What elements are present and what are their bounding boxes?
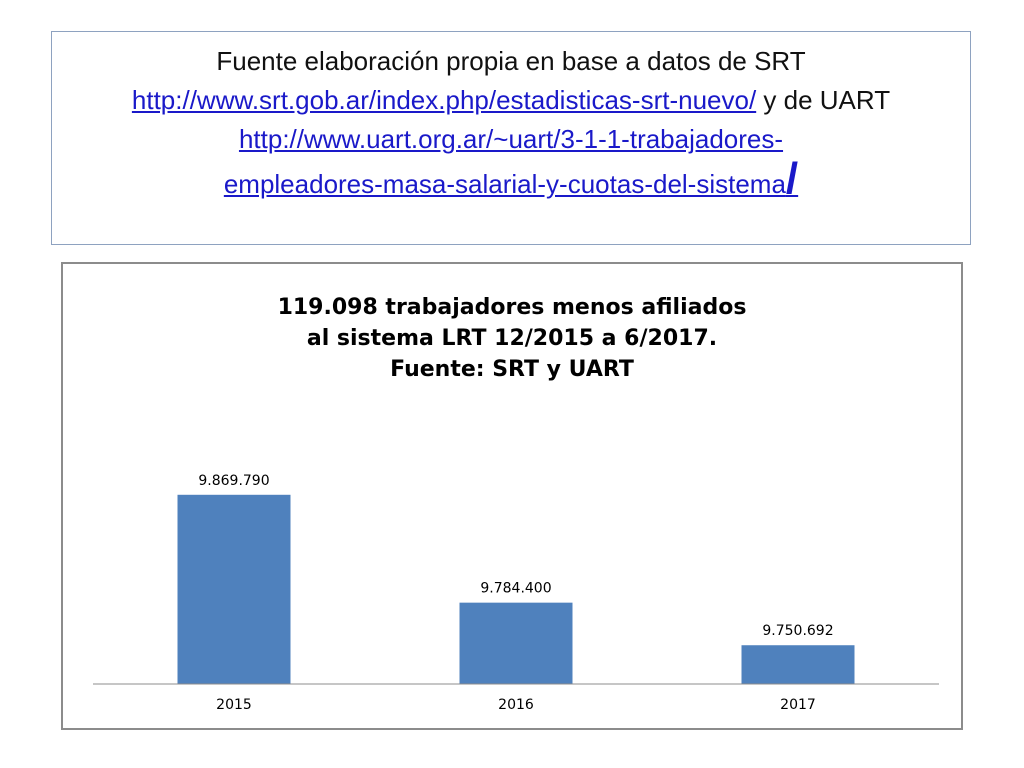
chart-title-line-3: Fuente: SRT y UART [390, 357, 634, 382]
x-tick-label-2016: 2016 [498, 697, 534, 713]
bar-2017 [741, 645, 855, 684]
uart-link-part2: empleadores-masa-salarial-y-cuotas-del-s… [223, 169, 786, 199]
data-label-2015: 9.869.790 [198, 473, 269, 489]
chart-title-line-1: 119.098 trabajadores menos afiliados [277, 295, 747, 320]
source-note-text: Fuente elaboración propia en base a dato… [216, 46, 806, 76]
bar-chart: 9.869.790 2015 9.784.400 2016 9.750.692 2017 [93, 473, 939, 713]
bar-2015 [177, 494, 291, 684]
chart-title-line-2: al sistema LRT 12/2015 a 6/2017. [306, 326, 718, 351]
srt-link[interactable]: http://www.srt.gob.ar/index.php/estadist… [131, 85, 757, 115]
uart-link[interactable]: http://www.uart.org.ar/~uart/3-1-1-traba… [223, 124, 798, 201]
uart-link-part1: http://www.uart.org.ar/~uart/3-1-1-traba… [238, 124, 784, 154]
data-label-2016: 9.784.400 [480, 581, 551, 597]
x-tick-label-2017: 2017 [780, 697, 816, 713]
uart-link-slash: / [785, 154, 799, 203]
bar-2016 [459, 602, 573, 684]
x-tick-label-2015: 2015 [216, 697, 252, 713]
source-connector: y de UART [756, 85, 891, 115]
chart-title: 119.098 trabajadores menos afiliados al … [63, 292, 961, 385]
chart-panel: 119.098 trabajadores menos afiliados al … [61, 262, 963, 730]
source-note: Fuente elaboración propia en base a dato… [51, 31, 971, 245]
data-label-2017: 9.750.692 [762, 623, 833, 639]
